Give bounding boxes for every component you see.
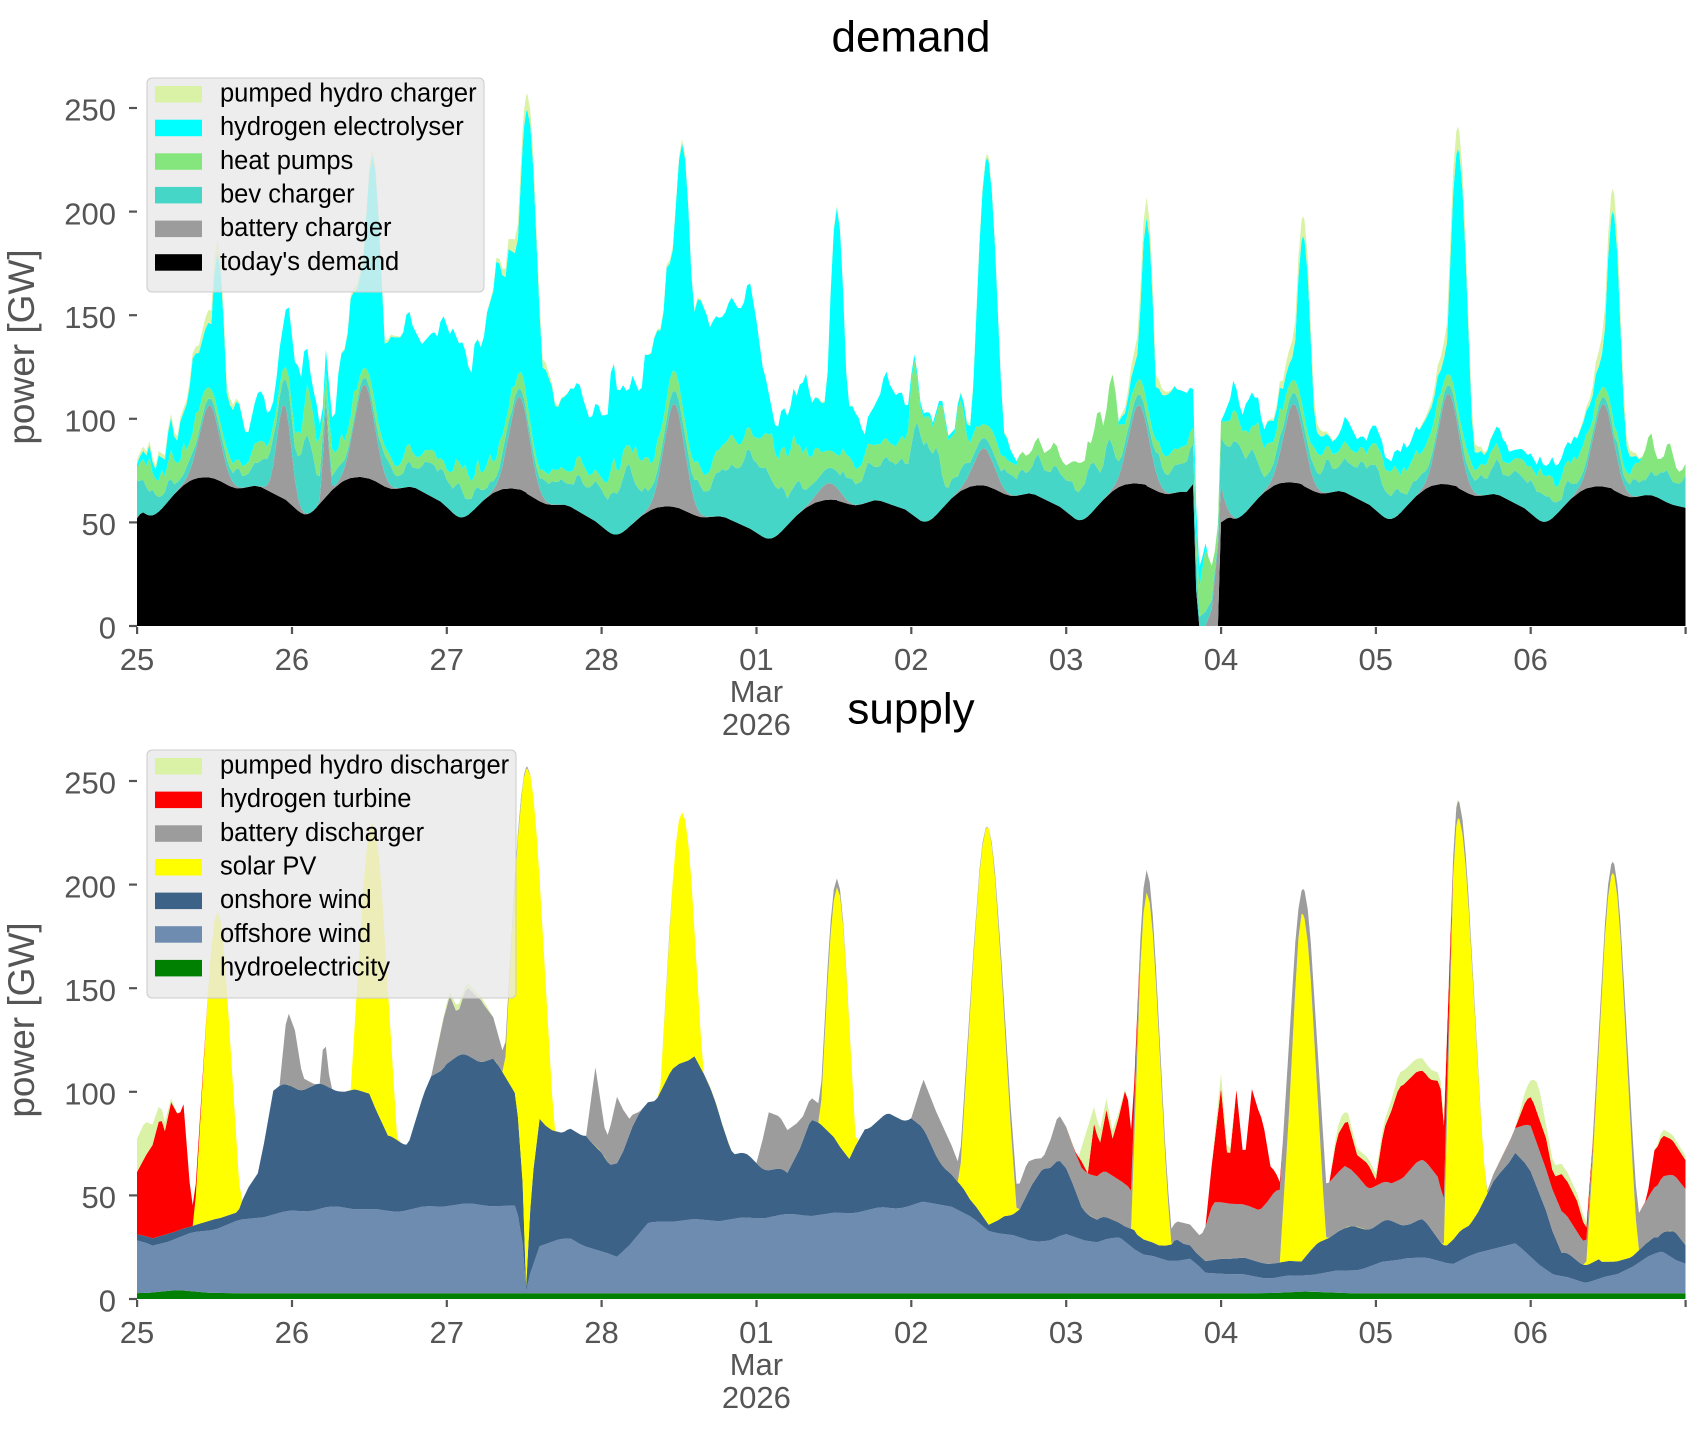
svg-text:01: 01 [739,1315,773,1350]
svg-text:pumped hydro discharger: pumped hydro discharger [220,752,510,780]
svg-text:03: 03 [1049,1315,1083,1350]
svg-text:100: 100 [64,404,116,439]
svg-text:Mar: Mar [730,674,783,709]
svg-text:04: 04 [1204,642,1238,677]
svg-text:200: 200 [64,869,116,904]
svg-text:bev charger: bev charger [220,180,355,208]
svg-text:0: 0 [99,1284,116,1319]
svg-text:25: 25 [120,1315,154,1350]
svg-text:250: 250 [64,766,116,801]
svg-text:onshore wind: onshore wind [220,886,372,914]
svg-text:03: 03 [1049,642,1083,677]
svg-text:01: 01 [739,642,773,677]
svg-text:heat pumps: heat pumps [220,147,353,175]
svg-text:hydroelectricity: hydroelectricity [220,953,390,981]
svg-text:50: 50 [82,507,116,542]
svg-text:0: 0 [99,611,116,646]
svg-text:27: 27 [429,1315,463,1350]
svg-text:05: 05 [1359,1315,1393,1350]
svg-text:02: 02 [894,642,928,677]
svg-text:2026: 2026 [722,707,791,742]
svg-text:27: 27 [429,642,463,677]
svg-text:28: 28 [584,642,618,677]
svg-text:offshore wind: offshore wind [220,920,371,948]
svg-text:2026: 2026 [722,1380,791,1415]
svg-text:26: 26 [275,642,309,677]
svg-text:solar PV: solar PV [220,853,316,881]
svg-text:06: 06 [1513,642,1547,677]
svg-text:250: 250 [64,93,116,128]
svg-text:hydrogen turbine: hydrogen turbine [220,785,411,813]
svg-text:28: 28 [584,1315,618,1350]
svg-text:50: 50 [82,1180,116,1215]
svg-text:power [GW]: power [GW] [1,922,42,1117]
svg-text:02: 02 [894,1315,928,1350]
svg-text:04: 04 [1204,1315,1238,1350]
svg-text:today's demand: today's demand [220,248,399,276]
svg-text:power [GW]: power [GW] [1,249,42,444]
svg-text:battery discharger: battery discharger [220,819,425,847]
svg-text:demand: demand [831,13,990,62]
svg-text:26: 26 [275,1315,309,1350]
svg-text:25: 25 [120,642,154,677]
svg-text:100: 100 [64,1077,116,1112]
svg-text:hydrogen electrolyser: hydrogen electrolyser [220,113,464,141]
svg-text:battery charger: battery charger [220,214,392,242]
svg-text:150: 150 [64,300,116,335]
svg-text:06: 06 [1513,1315,1547,1350]
svg-text:05: 05 [1359,642,1393,677]
svg-text:pumped hydro charger: pumped hydro charger [220,80,477,108]
svg-text:200: 200 [64,196,116,231]
svg-text:Mar: Mar [730,1347,783,1382]
svg-text:supply: supply [847,685,974,734]
svg-text:150: 150 [64,973,116,1008]
